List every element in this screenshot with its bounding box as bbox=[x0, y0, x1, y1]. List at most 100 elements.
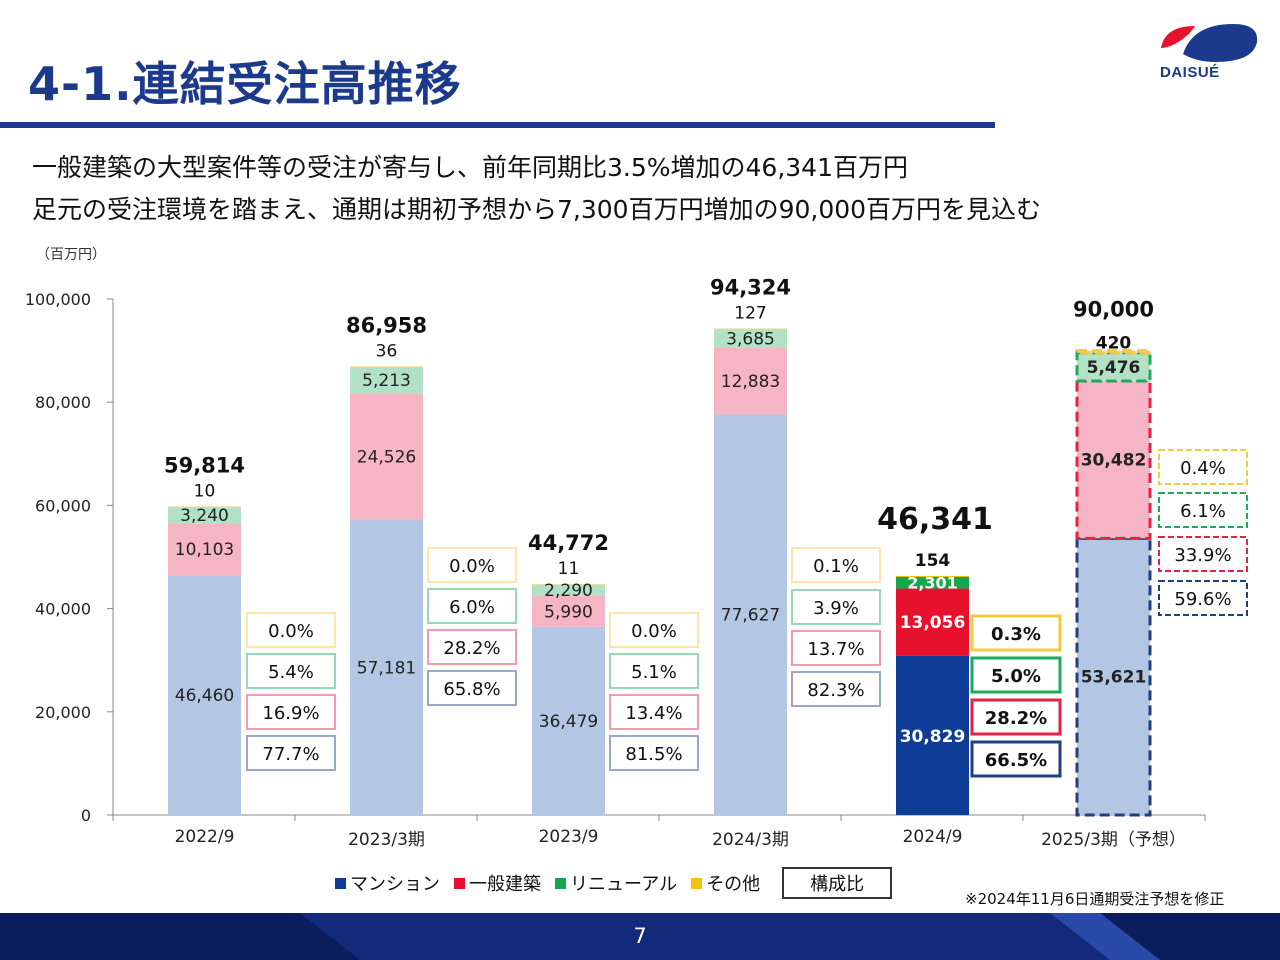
legend-label-general: 一般建築 bbox=[469, 874, 541, 895]
page-title: 4-1.連結受注高推移 bbox=[28, 57, 462, 111]
total-label: 59,814 bbox=[164, 453, 245, 477]
ratio-box bbox=[609, 735, 699, 771]
data-label-renewal: 5,213 bbox=[362, 371, 411, 391]
data-label-renewal: 3,240 bbox=[180, 506, 229, 526]
y-tick-label: 20,000 bbox=[35, 703, 91, 722]
data-label-mansion: 46,460 bbox=[175, 686, 234, 706]
y-tick-label: 40,000 bbox=[35, 600, 91, 619]
bar-segment-other bbox=[1075, 349, 1152, 355]
ratio-label: 28.2% bbox=[985, 708, 1047, 729]
ratio-label: 6.1% bbox=[1180, 501, 1226, 522]
ratio-label: 81.5% bbox=[625, 744, 682, 765]
ratio-box bbox=[1158, 580, 1248, 616]
ratio-box bbox=[791, 630, 881, 666]
legend-item-general: 一般建築 bbox=[454, 870, 541, 896]
y-tick-label: 0 bbox=[81, 806, 91, 825]
bar-segment-other bbox=[714, 328, 787, 330]
data-label-mansion: 53,621 bbox=[1081, 668, 1147, 688]
data-label-general: 13,056 bbox=[900, 613, 966, 633]
legend: マンション 一般建築 リニューアル その他 構成比 bbox=[335, 867, 893, 899]
bar-segment-mansion bbox=[532, 626, 605, 815]
bar-segment-mansion bbox=[896, 655, 969, 815]
y-tick-label: 100,000 bbox=[25, 290, 91, 309]
data-label-renewal: 2,290 bbox=[544, 581, 593, 601]
ratio-box bbox=[246, 694, 336, 730]
data-label-other: 154 bbox=[915, 551, 951, 571]
ratio-box bbox=[427, 670, 517, 706]
ratio-label: 5.0% bbox=[991, 666, 1041, 687]
legend-swatch-other bbox=[691, 877, 703, 889]
legend-ratio-box: 構成比 bbox=[782, 867, 893, 899]
ratio-box bbox=[427, 547, 517, 583]
bar-segment-mansion bbox=[350, 519, 423, 815]
total-label: 94,324 bbox=[710, 275, 791, 299]
data-label-general: 10,103 bbox=[175, 540, 234, 560]
ratio-label: 59.6% bbox=[1174, 589, 1231, 610]
page-number: 7 bbox=[633, 924, 647, 948]
x-category-label: 2023/3期 bbox=[348, 830, 425, 850]
ratio-label: 66.5% bbox=[985, 750, 1047, 771]
subtitle-line-1: 一般建築の大型案件等の受注が寄与し、前年同期比3.5%増加の46,341百万円 bbox=[32, 153, 908, 182]
x-category-label: 2023/9 bbox=[539, 827, 599, 847]
logo-text: DAISUÉ bbox=[1160, 64, 1220, 81]
data-label-renewal: 2,301 bbox=[907, 574, 958, 593]
legend-label-mansion: マンション bbox=[350, 874, 440, 895]
y-tick-label: 80,000 bbox=[35, 393, 91, 412]
bar-segment-general bbox=[532, 595, 605, 627]
bar-segment-mansion bbox=[168, 575, 241, 815]
footer-band bbox=[0, 913, 1280, 960]
ratio-box bbox=[791, 589, 881, 625]
bar-segment-mansion bbox=[1075, 536, 1152, 817]
total-label: 44,772 bbox=[528, 531, 609, 555]
footnote: ※2024年11月6日通期受注予想を修正 bbox=[965, 890, 1225, 908]
bar-segment-renewal bbox=[714, 328, 787, 348]
ratio-label: 13.4% bbox=[625, 703, 682, 724]
ratio-label: 77.7% bbox=[262, 744, 319, 765]
ratio-label: 3.9% bbox=[813, 598, 859, 619]
total-label: 90,000 bbox=[1073, 298, 1154, 322]
ratio-label: 5.4% bbox=[268, 662, 314, 683]
legend-swatch-mansion bbox=[335, 877, 346, 889]
ratio-label: 6.0% bbox=[449, 597, 495, 618]
data-label-mansion: 57,181 bbox=[357, 658, 416, 678]
data-label-mansion: 30,829 bbox=[900, 727, 966, 747]
unit-label: （百万円） bbox=[36, 247, 106, 263]
ratio-box bbox=[246, 653, 336, 689]
data-label-renewal: 5,476 bbox=[1087, 358, 1141, 378]
legend-swatch-renewal bbox=[555, 877, 566, 889]
data-label-general: 24,526 bbox=[357, 448, 416, 468]
total-label: 86,958 bbox=[346, 313, 427, 337]
ratio-label: 0.0% bbox=[268, 621, 314, 642]
x-category-label: 2025/3期（予想） bbox=[1041, 830, 1186, 850]
legend-swatch-general bbox=[454, 877, 465, 889]
ratio-label: 0.1% bbox=[813, 556, 859, 577]
ratio-box bbox=[970, 656, 1062, 694]
data-label-other: 36 bbox=[376, 341, 398, 361]
legend-item-renewal: リニューアル bbox=[555, 870, 677, 896]
data-label-other: 11 bbox=[558, 559, 580, 579]
ratio-box bbox=[609, 694, 699, 730]
bar-segment-other bbox=[168, 506, 241, 508]
ratio-box bbox=[609, 653, 699, 689]
ratio-box bbox=[970, 698, 1062, 736]
data-label-other: 420 bbox=[1096, 334, 1132, 354]
data-label-mansion: 77,627 bbox=[721, 606, 780, 626]
ratio-label: 0.3% bbox=[991, 624, 1041, 645]
bar-segment-general bbox=[168, 523, 241, 576]
data-label-other: 10 bbox=[194, 481, 216, 501]
subtitle-line-2: 足元の受注環境を踏まえ、通期は期初予想から7,300百万円増加の90,000百万… bbox=[32, 195, 1042, 224]
ratio-box bbox=[246, 612, 336, 648]
data-label-mansion: 36,479 bbox=[539, 712, 598, 732]
data-label-general: 30,482 bbox=[1081, 451, 1147, 471]
title-rule bbox=[0, 122, 995, 128]
bar-segment-renewal bbox=[350, 366, 423, 394]
ratio-label: 65.8% bbox=[443, 679, 500, 700]
data-label-general: 5,990 bbox=[544, 602, 593, 622]
ratio-box bbox=[609, 612, 699, 648]
legend-item-other: その他 bbox=[691, 870, 760, 896]
legend-item-mansion: マンション bbox=[335, 870, 440, 896]
orders-stacked-bar-chart: 0 20,000 40,000 60,000 80,000 100,000 46,460 10… bbox=[25, 275, 1248, 850]
x-category-label: 2022/9 bbox=[175, 827, 235, 847]
ratio-box bbox=[246, 735, 336, 771]
ratio-box bbox=[791, 671, 881, 707]
